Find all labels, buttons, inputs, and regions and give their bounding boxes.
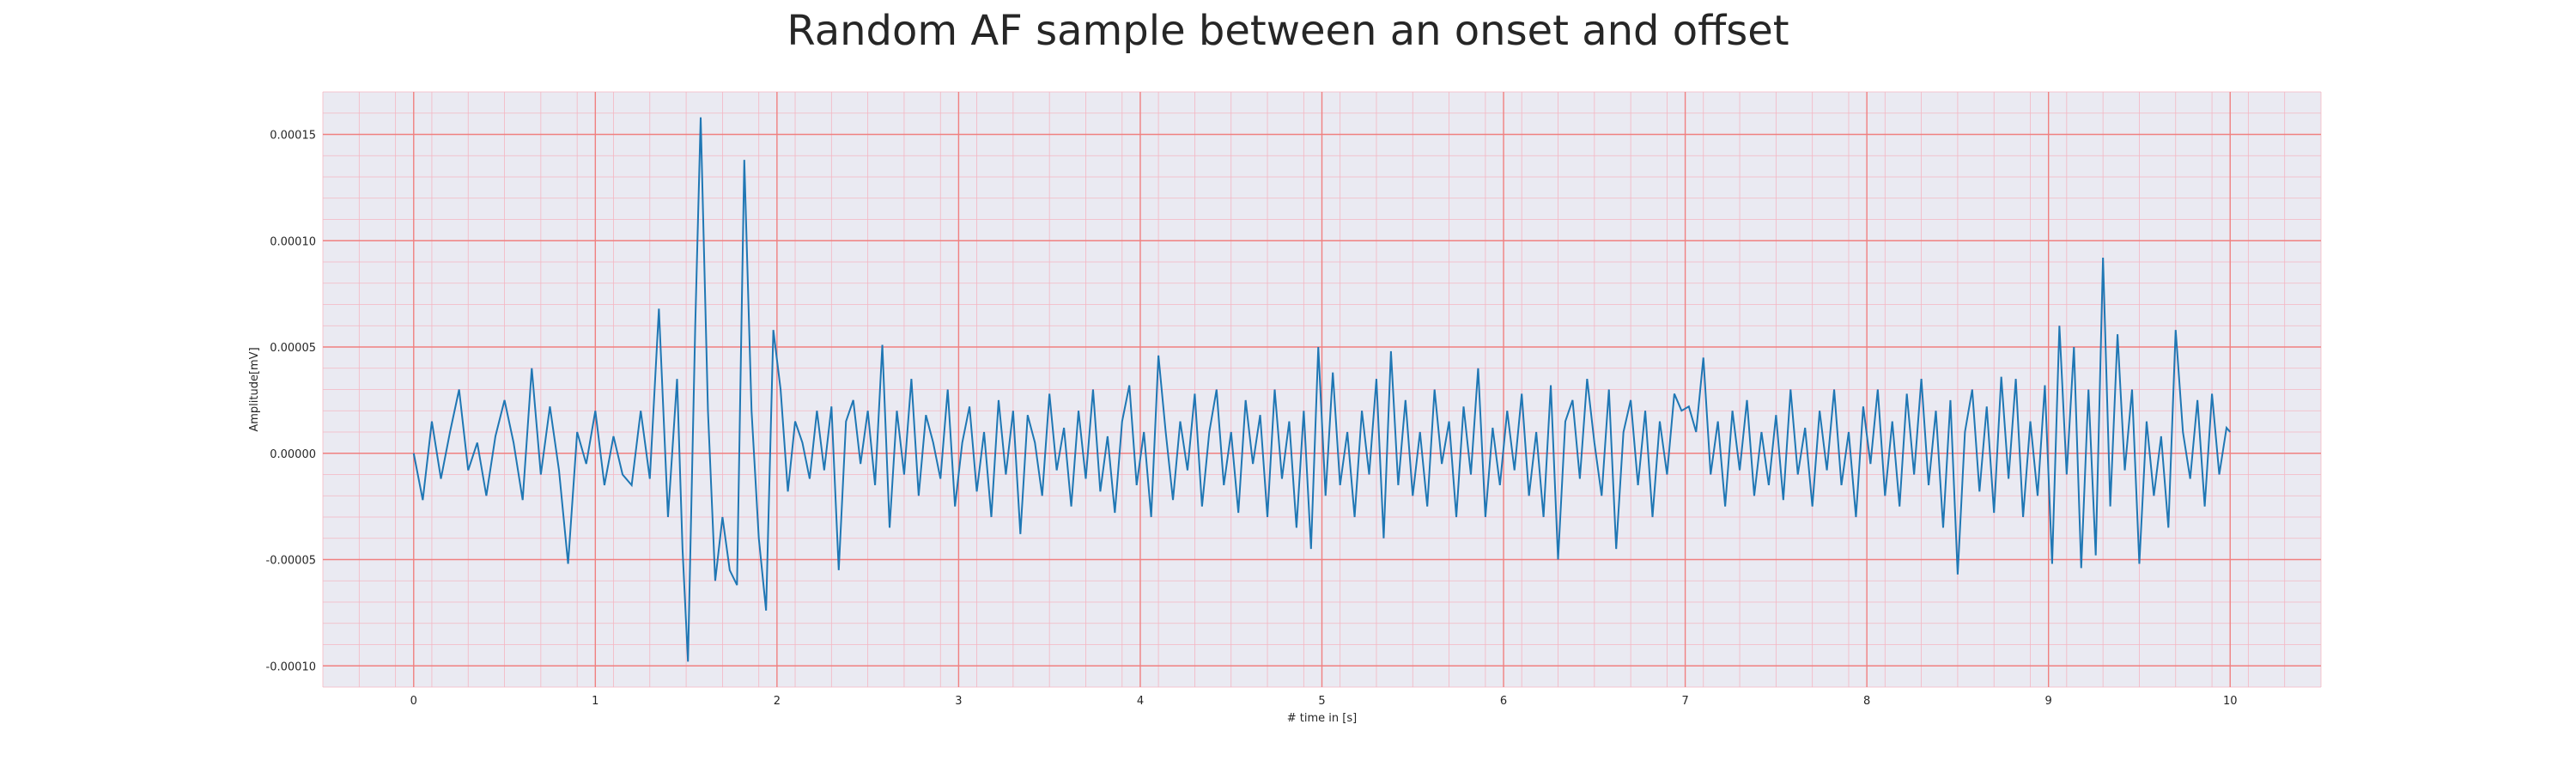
x-tick-label: 10: [2223, 695, 2238, 708]
x-axis-label: # time in [s]: [1287, 712, 1357, 725]
y-tick-label: 0.00015: [270, 130, 316, 143]
major-grid: [323, 92, 2321, 687]
x-tick-label: 4: [1137, 695, 1144, 708]
x-tick-label: 3: [955, 695, 962, 708]
y-tick-label: 0.00010: [270, 235, 316, 248]
y-tick-label: 0.00005: [270, 342, 316, 355]
y-tick-label: -0.00010: [266, 660, 316, 673]
y-tick-label: 0.00000: [270, 448, 316, 461]
y-axis-label: Amplitude[mV]: [248, 347, 261, 431]
x-tick-label: 7: [1681, 695, 1688, 708]
chart-title: Random AF sample between an onset and of…: [787, 7, 1789, 55]
y-tick-labels: -0.00010 -0.00005 0.00000 0.00005 0.00010 0.0…: [266, 130, 316, 674]
x-tick-label: 5: [1318, 695, 1325, 708]
signal-line: [412, 117, 2231, 662]
x-tick-label: 9: [2045, 695, 2052, 708]
x-tick-label: 8: [1863, 695, 1870, 708]
x-tick-label: 2: [774, 695, 781, 708]
y-tick-label: -0.00005: [266, 555, 316, 568]
x-tick-label: 0: [410, 695, 417, 708]
x-tick-label: 1: [592, 695, 598, 708]
x-tick-label: 6: [1500, 695, 1507, 708]
x-tick-labels: 0 1 2 3 4 5 6 7 8 9 10: [410, 695, 2238, 708]
